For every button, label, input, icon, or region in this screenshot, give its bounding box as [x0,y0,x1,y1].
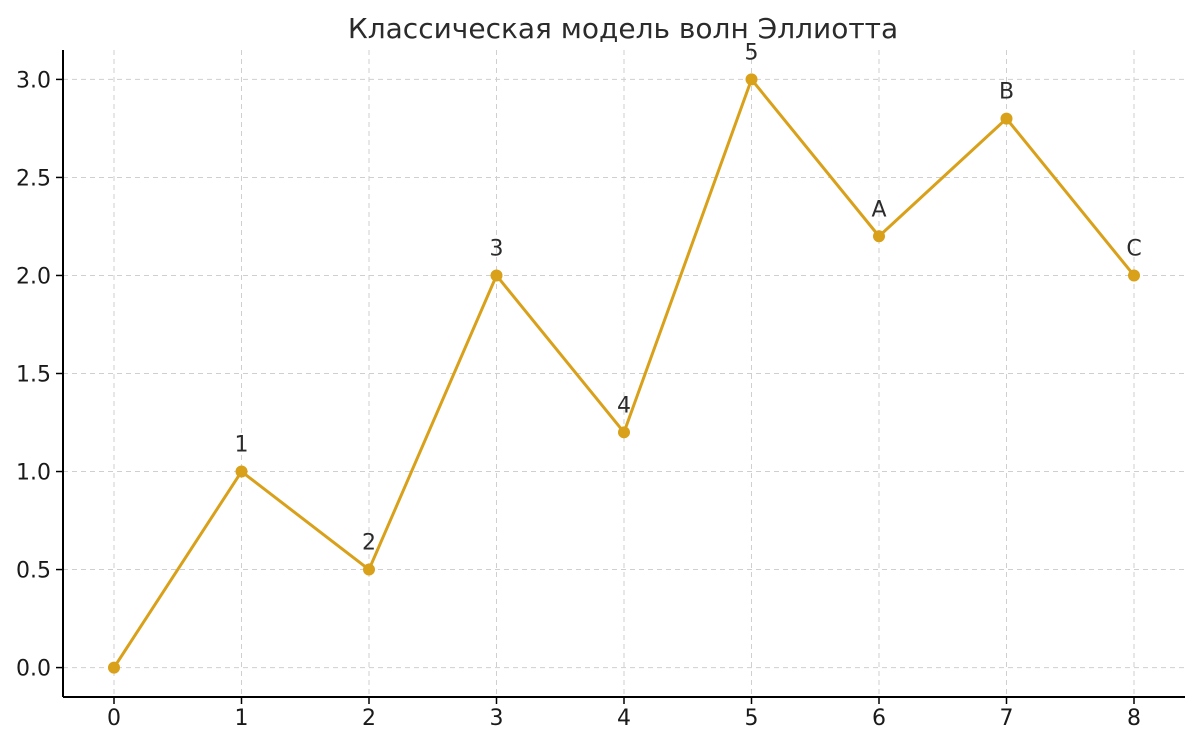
x-tick-label: 8 [1127,706,1141,731]
wave-point-label: 1 [235,433,249,458]
y-tick-label: 1.5 [16,363,51,388]
y-axis-ticks: 0.0 0.5 1.0 1.5 2.0 2.5 3.0 [16,68,63,682]
grid [63,50,1185,697]
x-tick-label: 4 [617,706,631,731]
data-point [490,269,503,282]
x-tick-label: 5 [745,706,759,731]
y-tick-label: 3.0 [16,68,51,93]
data-point [1000,112,1013,125]
data-point [363,563,375,576]
wave-point-label: C [1126,236,1141,261]
y-tick-label: 0.5 [16,559,51,584]
chart-title: Классическая модель волн Эллиотта [348,12,898,45]
x-tick-label: 0 [107,706,121,731]
wave-labels: 1 2 3 4 5 A B C [235,40,1142,555]
x-tick-label: 2 [362,706,376,731]
data-point [745,73,758,86]
wave-point-label: 2 [362,531,376,556]
y-tick-label: 1.0 [16,461,51,486]
x-tick-label: 7 [1000,706,1014,731]
wave-point-label: A [871,197,886,222]
wave-point-label: 5 [745,40,759,65]
data-point [618,426,630,439]
wave-point-label: 3 [490,236,504,261]
y-tick-label: 2.5 [16,166,51,191]
wave-point-label: B [999,80,1014,105]
x-tick-label: 3 [490,706,504,731]
data-point [108,661,120,674]
y-tick-label: 0.0 [16,657,51,682]
y-tick-label: 2.0 [16,264,51,289]
series-group [108,73,1140,674]
data-point [235,465,248,478]
data-point [873,230,885,243]
x-axis-ticks: 0 1 2 3 4 5 6 7 8 [107,697,1141,731]
data-point [1128,269,1140,282]
x-tick-label: 6 [872,706,886,731]
x-tick-label: 1 [235,706,249,731]
wave-point-label: 4 [617,393,631,418]
